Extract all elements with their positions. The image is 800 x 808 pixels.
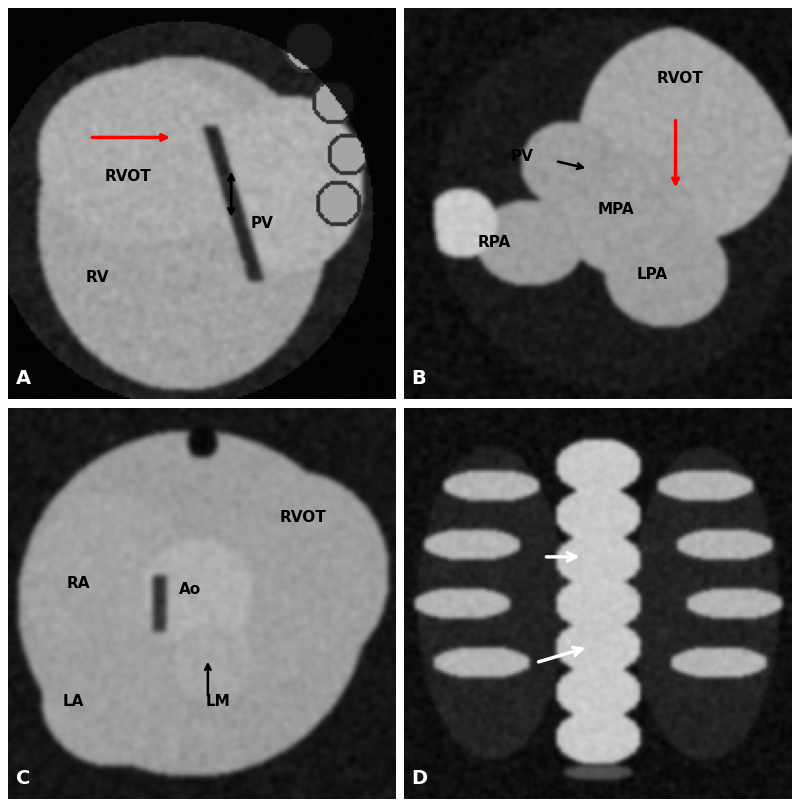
Text: RVOT: RVOT <box>656 70 703 86</box>
Text: C: C <box>16 769 30 789</box>
Text: LM: LM <box>206 694 230 709</box>
Text: RVOT: RVOT <box>280 510 326 524</box>
Text: RA: RA <box>66 576 90 591</box>
Text: PV: PV <box>510 149 534 164</box>
Text: RV: RV <box>86 271 109 285</box>
Text: LPA: LPA <box>637 267 668 281</box>
Text: RPA: RPA <box>478 235 511 250</box>
Text: RVOT: RVOT <box>105 169 152 183</box>
Text: LA: LA <box>62 694 84 709</box>
Text: A: A <box>16 369 31 389</box>
Text: Ao: Ao <box>178 582 201 597</box>
Text: D: D <box>412 769 428 789</box>
Text: PV: PV <box>250 216 274 230</box>
Text: MPA: MPA <box>598 202 634 217</box>
Text: B: B <box>412 369 426 389</box>
